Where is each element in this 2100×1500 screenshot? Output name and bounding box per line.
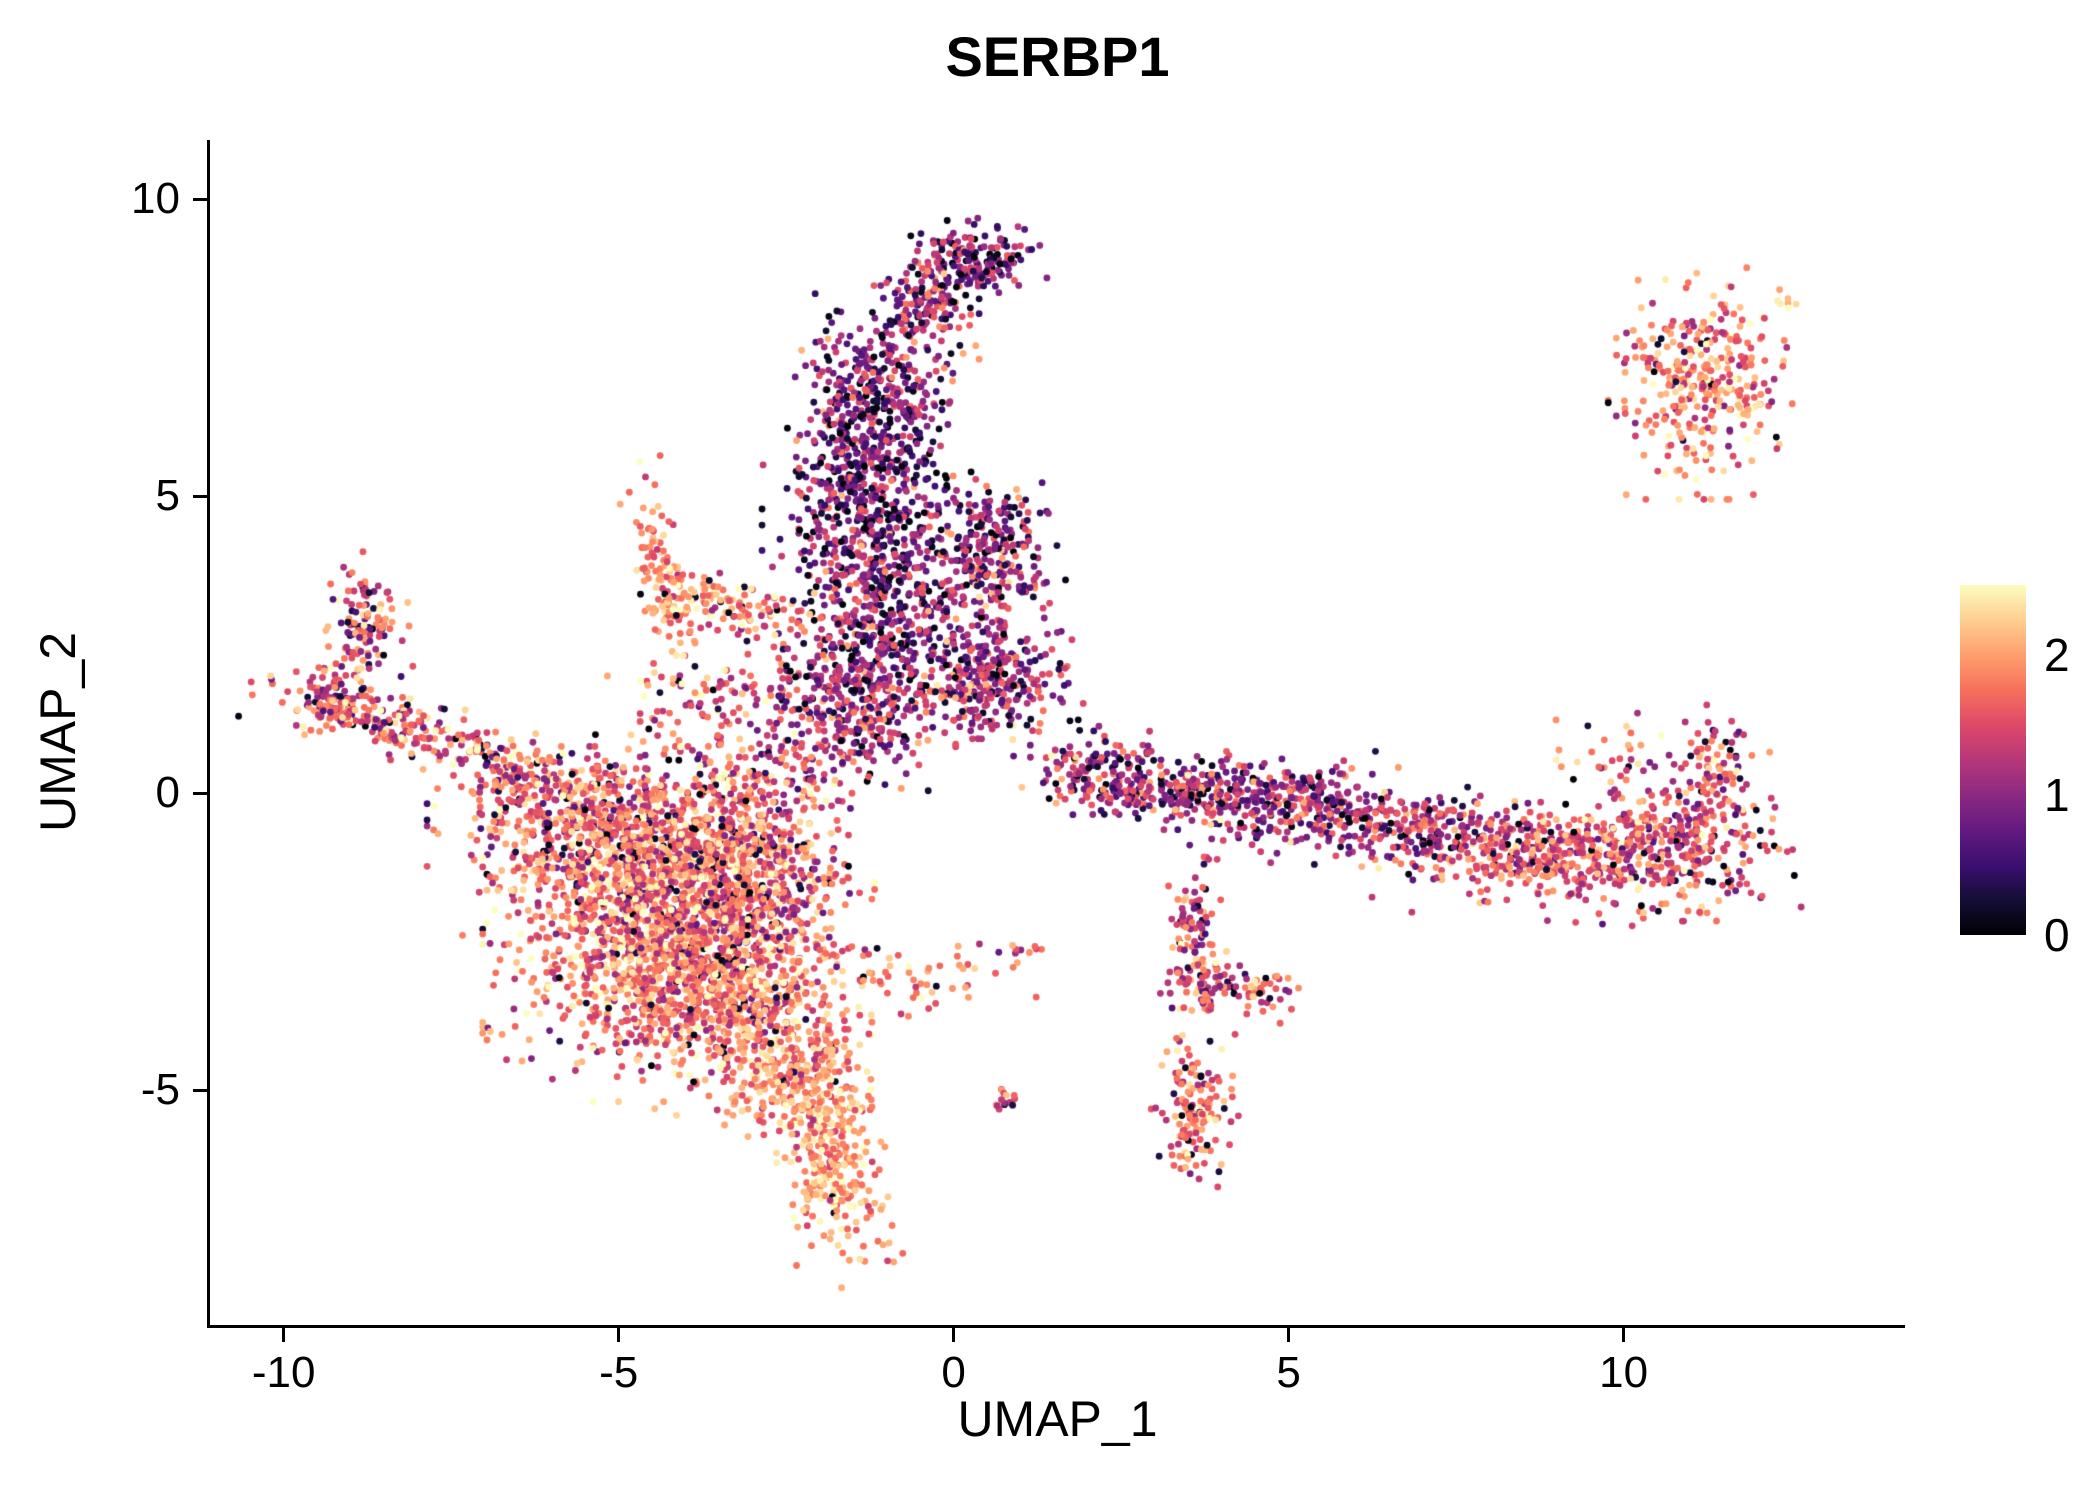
y-tick-mark: [193, 1088, 207, 1092]
x-axis-title: UMAP_1: [957, 1391, 1158, 1447]
x-tick-mark: [1622, 1328, 1626, 1342]
colorbar-gradient: [1960, 585, 2026, 935]
y-tick-mark: [193, 197, 207, 201]
y-tick-mark: [193, 494, 207, 498]
x-tick-mark: [617, 1328, 621, 1342]
y-tick-label: -5: [140, 1065, 180, 1115]
x-axis-line: [207, 1325, 1905, 1328]
x-tick-label: 0: [941, 1348, 966, 1397]
colorbar-tick-label: 0: [2044, 909, 2070, 961]
y-axis-line: [207, 140, 210, 1328]
y-tick-label: 0: [155, 768, 180, 818]
x-tick-mark: [952, 1328, 956, 1342]
x-tick-label: -5: [599, 1348, 639, 1397]
x-tick-label: 5: [1276, 1348, 1301, 1397]
x-tick-mark: [1287, 1328, 1291, 1342]
x-tick-mark: [282, 1328, 286, 1342]
colorbar-tick-label: 2: [2044, 629, 2070, 681]
colorbar-tick-label: 1: [2044, 769, 2070, 821]
scatter-canvas: [210, 140, 1905, 1325]
x-tick-label: 10: [1599, 1348, 1649, 1397]
y-tick-label: 5: [155, 471, 180, 521]
plot-title: SERBP1: [945, 25, 1170, 88]
y-tick-mark: [193, 791, 207, 795]
y-tick-label: 10: [131, 174, 180, 224]
x-tick-label: -10: [251, 1348, 316, 1397]
